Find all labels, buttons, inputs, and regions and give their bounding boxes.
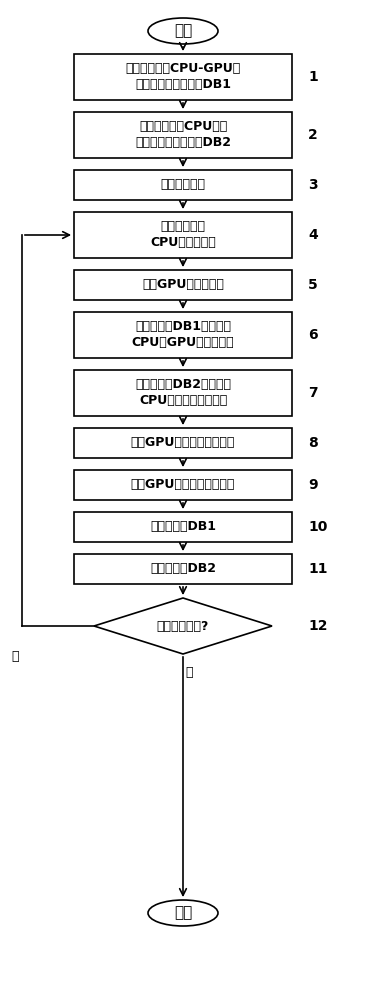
Text: 更新数据库DB2: 更新数据库DB2	[150, 562, 216, 576]
Bar	[74, 170, 292, 200]
Text: 10: 10	[308, 520, 327, 534]
Text: 构建并初始化CPU核间
任务划分比例数据库DB2: 构建并初始化CPU核间 任务划分比例数据库DB2	[135, 120, 231, 149]
Text: 程序是否结束?: 程序是否结束?	[157, 619, 209, 633]
Text: 8: 8	[308, 436, 318, 450]
Text: 执行应用程序
CPU执行区代码: 执行应用程序 CPU执行区代码	[150, 221, 216, 249]
Text: 同步GPU加速区的并行任务: 同步GPU加速区的并行任务	[131, 479, 235, 491]
Text: 根据数据库DB2的值进行
CPU核之间的任务划分: 根据数据库DB2的值进行 CPU核之间的任务划分	[135, 378, 231, 408]
Text: 结束: 结束	[174, 906, 192, 920]
Text: 11: 11	[308, 562, 327, 576]
Text: 开始: 开始	[174, 23, 192, 38]
Ellipse shape	[148, 900, 218, 926]
Bar	[74, 470, 292, 500]
Text: 7: 7	[308, 386, 318, 400]
Text: 是: 是	[185, 666, 193, 678]
Text: 构建并初始化CPU-GPU间
任务划分比例数据库DB1: 构建并初始化CPU-GPU间 任务划分比例数据库DB1	[125, 62, 241, 92]
Text: 进入GPU加速区入口: 进入GPU加速区入口	[142, 278, 224, 292]
Bar	[74, 212, 292, 258]
Bar	[74, 270, 292, 300]
Text: 启动应用程序: 启动应用程序	[160, 178, 206, 192]
Text: 6: 6	[308, 328, 318, 342]
Text: 否: 否	[12, 650, 19, 662]
Text: 更新数据库DB1: 更新数据库DB1	[150, 520, 216, 534]
Text: 5: 5	[308, 278, 318, 292]
Polygon shape	[94, 598, 272, 654]
Bar	[74, 370, 292, 416]
Text: 执行GPU加速区的并行任务: 执行GPU加速区的并行任务	[131, 436, 235, 450]
Bar	[74, 428, 292, 458]
Text: 12: 12	[308, 619, 327, 633]
Text: 4: 4	[308, 228, 318, 242]
Bar	[74, 54, 292, 100]
Bar	[74, 512, 292, 542]
Text: 2: 2	[308, 128, 318, 142]
Text: 根据数据库DB1的值进行
CPU、GPU的任务划分: 根据数据库DB1的值进行 CPU、GPU的任务划分	[132, 320, 234, 350]
Text: 1: 1	[308, 70, 318, 84]
Text: 9: 9	[308, 478, 318, 492]
Bar	[74, 554, 292, 584]
Bar	[74, 112, 292, 158]
Bar	[74, 312, 292, 358]
Text: 3: 3	[308, 178, 318, 192]
Ellipse shape	[148, 18, 218, 44]
